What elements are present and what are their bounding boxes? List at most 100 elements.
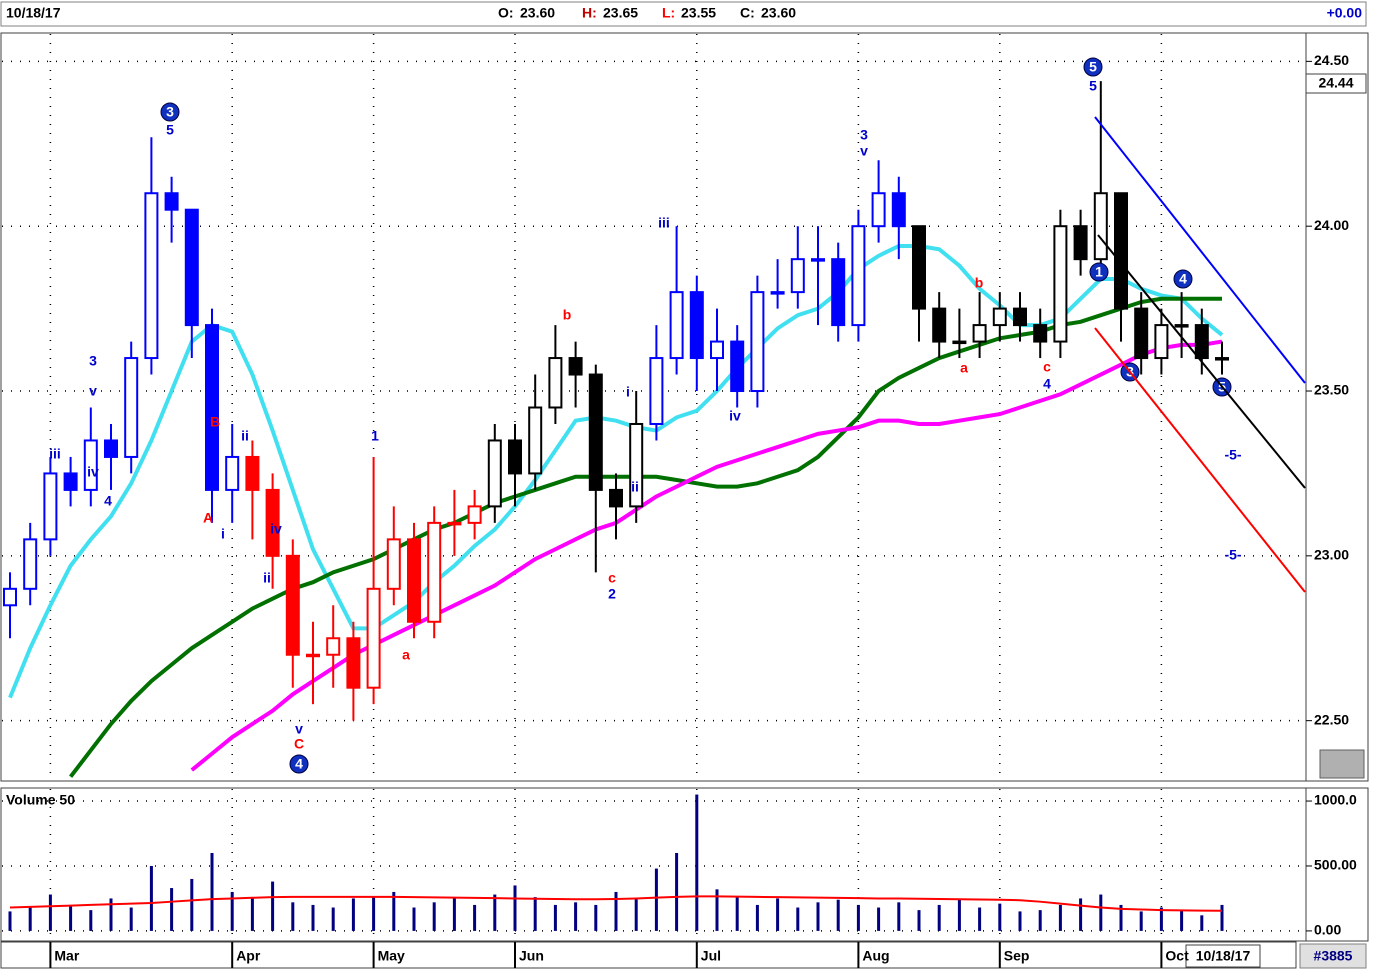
- wave-label: 4: [1043, 376, 1051, 392]
- y-tick-label: 23.50: [1314, 382, 1349, 398]
- candle-body: [992, 307, 1007, 327]
- price-tag: 24.44: [1318, 75, 1353, 91]
- volume-bar: [432, 902, 436, 931]
- volume-scale: [1305, 787, 1369, 942]
- volume-bar: [331, 907, 335, 931]
- candle-body: [790, 258, 805, 294]
- candle-body: [1134, 307, 1149, 360]
- volume-panel: [0, 787, 1307, 942]
- volume-bar: [372, 897, 376, 931]
- wave-label: ii: [241, 428, 249, 444]
- wave-label: 5: [1089, 78, 1097, 94]
- volume-bar: [1079, 898, 1083, 931]
- wave-label: A: [203, 510, 213, 526]
- candle-body: [326, 637, 341, 656]
- candle-body: [184, 208, 199, 327]
- wave-label: i: [221, 526, 225, 542]
- y-tick-label: 22.50: [1314, 711, 1349, 727]
- volume-bar: [190, 878, 194, 931]
- x-tick-label: Aug: [862, 948, 889, 964]
- candle-body: [851, 225, 866, 327]
- y-tick-label: 500.00: [1314, 857, 1357, 873]
- x-tick-label: Oct: [1165, 948, 1189, 964]
- candle-body: [972, 324, 987, 343]
- candle-body: [144, 192, 159, 360]
- candle-body: [1033, 324, 1048, 343]
- wave-label: iii: [658, 215, 670, 231]
- volume-bar: [735, 897, 739, 931]
- candle-body: [588, 373, 603, 491]
- wave-label: 1: [371, 428, 379, 444]
- volume-bar: [1038, 910, 1042, 931]
- candle-body: [1174, 324, 1189, 328]
- moving-average: [69, 296, 1222, 778]
- wave-label: B: [210, 414, 220, 430]
- candle-body: [1154, 324, 1169, 360]
- candle-body: [467, 505, 482, 524]
- candle-body: [871, 192, 886, 228]
- candle-body: [649, 357, 664, 425]
- candle-body: [952, 340, 967, 345]
- volume-bar: [351, 898, 355, 931]
- candle-body: [1114, 192, 1128, 310]
- volume-bar: [1119, 904, 1123, 931]
- y-tick-label: 1000.0: [1314, 792, 1357, 808]
- volume-bar: [553, 904, 557, 931]
- volume-bar: [574, 902, 578, 931]
- volume-bar: [796, 907, 800, 931]
- price-scale: [1305, 32, 1369, 782]
- y-tick-label: 23.00: [1314, 547, 1349, 563]
- trend-line: [1097, 234, 1306, 489]
- wave-label: 3: [860, 127, 868, 143]
- candle-body: [811, 258, 825, 262]
- candle-body: [548, 357, 563, 409]
- wave-label: -5-: [1224, 547, 1241, 563]
- x-tick-label: Apr: [236, 948, 261, 964]
- wave-label: iv: [270, 521, 282, 537]
- candle-body: [164, 192, 179, 211]
- volume-bar: [69, 904, 73, 931]
- volume-bar: [715, 889, 719, 931]
- volume-bar: [533, 897, 537, 931]
- volume-title: Volume 50: [6, 792, 75, 808]
- wave-label: v: [89, 383, 97, 399]
- price-tag-box: [1305, 73, 1367, 94]
- volume-bar: [998, 903, 1002, 931]
- wave-label: C: [294, 736, 304, 752]
- candle-body: [285, 554, 300, 656]
- volume-bar: [877, 907, 881, 931]
- candle-body: [225, 455, 240, 491]
- volume-bar: [836, 899, 840, 931]
- volume-bar: [1018, 911, 1022, 931]
- header-value: 23.55: [681, 5, 716, 21]
- wave-label: 5: [1089, 59, 1097, 75]
- volume-bar: [1200, 915, 1204, 931]
- candle-body: [23, 538, 38, 590]
- wave-label: 3: [166, 104, 174, 120]
- candle-body: [205, 324, 219, 491]
- wave-marker: [1173, 269, 1193, 289]
- wave-marker: [289, 754, 309, 774]
- y-tick-label: 24.00: [1314, 217, 1349, 233]
- volume-bar: [614, 891, 618, 931]
- candle-body: [366, 587, 381, 689]
- candle-body: [1073, 225, 1088, 261]
- volume-bar: [1099, 894, 1103, 931]
- volume-bar: [897, 902, 901, 931]
- moving-average: [190, 339, 1223, 772]
- volume-bar: [634, 898, 638, 931]
- candle-body: [730, 340, 745, 393]
- x-tick-label: Jul: [701, 948, 721, 964]
- candle-body: [245, 455, 260, 491]
- candle-body: [386, 538, 401, 590]
- candle-body: [1093, 192, 1108, 261]
- volume-bar: [28, 907, 32, 931]
- wave-label: iii: [49, 446, 61, 462]
- candle-body: [1013, 307, 1027, 327]
- footer-date: 10/18/17: [1196, 948, 1251, 964]
- trend-line: [1094, 327, 1306, 593]
- candle-body: [508, 439, 522, 475]
- chart-icon[interactable]: [1319, 749, 1365, 779]
